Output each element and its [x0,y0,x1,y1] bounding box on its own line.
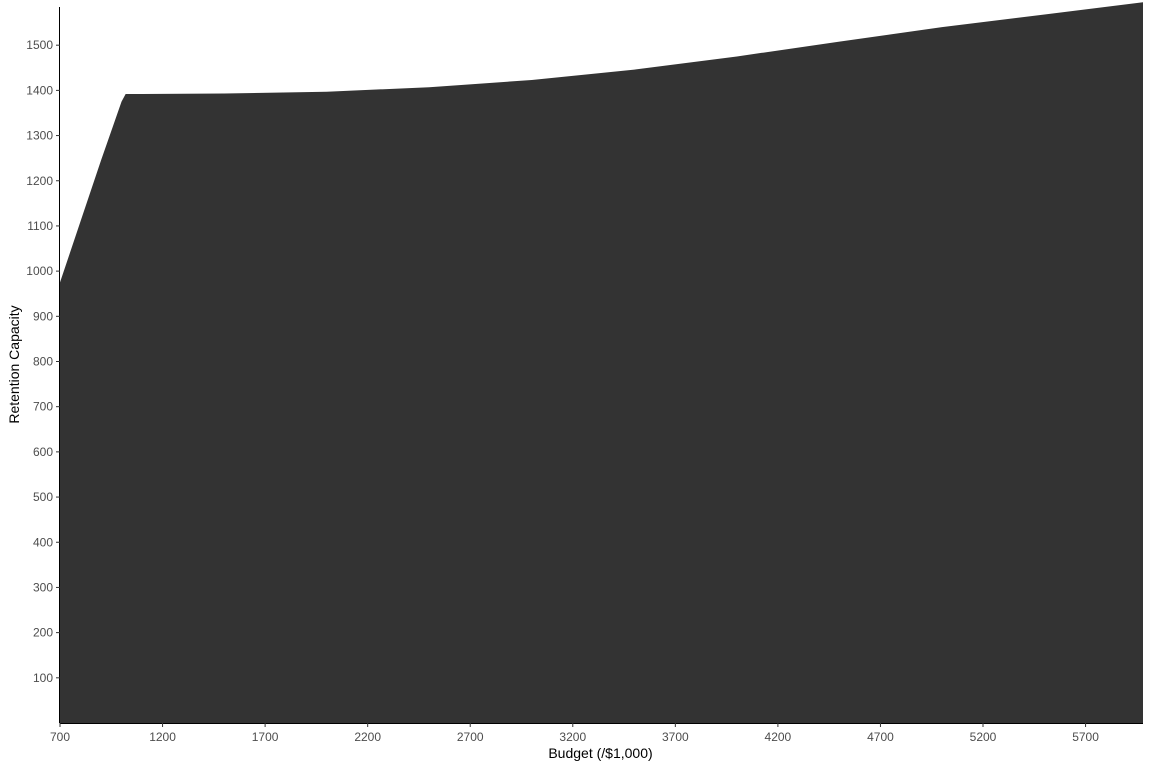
y-tick-label: 900 [33,309,53,323]
x-tick-label: 4200 [765,730,792,744]
y-tick-label: 200 [33,626,53,640]
x-tick-label: 5200 [970,730,997,744]
y-tick-label: 400 [33,535,53,549]
x-tick-label: 1700 [252,730,279,744]
y-axis-ticks: 100 200 300 400 500 600 700 800 900 1000 1100 1200 1… [26,38,60,685]
y-tick-label: 1300 [26,129,53,143]
axes [59,7,1143,724]
area-layer [60,2,1143,723]
x-tick-label: 3700 [662,730,689,744]
x-axis-ticks: 700 1200 1700 2200 2700 3200 3700 4200 4700 5200 5… [50,723,1099,744]
y-tick-label: 300 [33,580,53,594]
y-tick-label: 1000 [26,264,53,278]
x-axis-title: Budget (/$1,000) [548,745,652,761]
y-tick-label: 500 [33,490,53,504]
x-tick-label: 700 [50,730,70,744]
y-tick-label: 800 [33,355,53,369]
y-tick-label: 100 [33,671,53,685]
y-tick-label: 600 [33,445,53,459]
x-tick-label: 5700 [1072,730,1099,744]
y-tick-label: 1200 [26,174,53,188]
y-tick-label: 1400 [26,83,53,97]
y-tick-label: 1100 [27,219,53,233]
x-tick-label: 3200 [559,730,586,744]
y-tick-label: 700 [33,400,53,414]
x-tick-label: 2700 [457,730,484,744]
x-tick-label: 1200 [149,730,176,744]
area-series [60,2,1143,723]
y-tick-label: 1500 [26,38,53,52]
y-axis-title: Retention Capacity [6,305,22,423]
x-tick-label: 4700 [867,730,894,744]
x-tick-label: 2200 [354,730,381,744]
